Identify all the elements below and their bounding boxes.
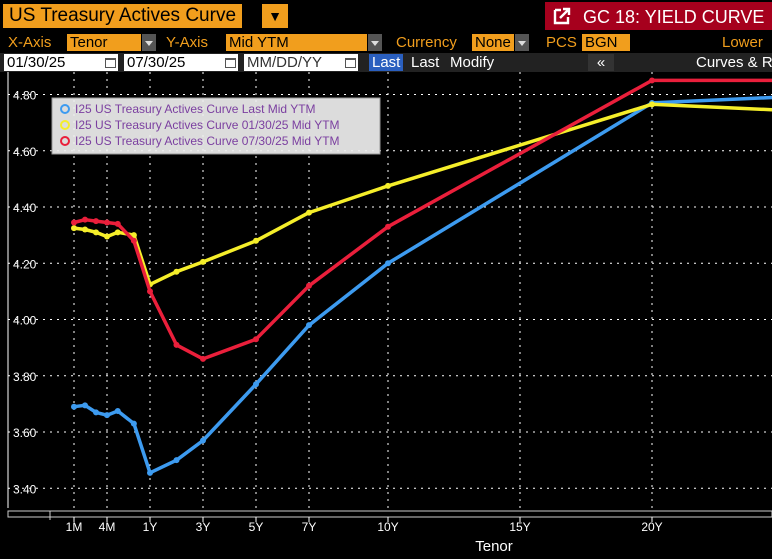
modify-button[interactable]: Modify [450,54,495,71]
data-point-blue[interactable] [104,412,110,419]
y-tick-label: 3.80 [13,370,37,384]
last-button-active[interactable]: Last [369,54,404,71]
x-tick-label: 1Y [143,520,158,534]
end-date-field[interactable]: 07/30/25 [124,54,222,71]
data-point-red[interactable] [71,219,77,226]
data-point-blue[interactable] [253,381,259,388]
legend-marker-yellow [60,120,70,130]
x-axis: 1M 4M 1Y 3Y 5Y 7Y 10Y 15Y 20Y Tenor [7,510,772,555]
function-label: GC 18: YIELD CURVE [583,7,765,27]
date-row: 01/30/25 07/30/25 MM/DD/YY Last Last Mod… [0,53,772,72]
currency-select[interactable]: None [472,34,514,51]
x-tick-label: 4M [99,520,116,534]
data-point-yellow[interactable] [385,182,391,189]
y-tick-label: 4.40 [13,201,37,215]
chart-title: US Treasury Actives Curve [3,4,243,28]
x-tick-label: 3Y [196,520,211,534]
start-date-field[interactable]: 01/30/25 [4,54,102,71]
y-tick-label: 3.60 [13,426,37,440]
data-point-blue[interactable] [385,260,391,267]
data-point-red[interactable] [104,219,110,226]
x-tick-label: 5Y [249,520,264,534]
data-point-red[interactable] [82,216,89,223]
data-point-blue[interactable] [130,420,137,427]
last-button[interactable]: Last [411,54,440,71]
external-link-icon[interactable] [553,7,571,25]
title-menu-button[interactable]: ▼ [262,4,288,28]
data-point-yellow[interactable] [82,226,89,233]
x-tick-label: 10Y [377,520,398,534]
currency-label: Currency [396,34,457,51]
pcs-field[interactable]: BGN [582,34,630,51]
data-point-blue[interactable] [114,407,121,414]
data-point-red[interactable] [130,237,137,244]
y-tick-label: 4.20 [13,257,37,271]
data-point-yellow[interactable] [200,258,206,265]
data-point-blue[interactable] [173,457,180,464]
data-point-yellow[interactable] [93,229,100,236]
pcs-label: PCS [546,34,577,51]
data-point-yellow[interactable] [130,232,137,239]
data-point-red[interactable] [253,336,259,343]
legend-entry: I25 US Treasury Actives Curve 07/30/25 M… [75,134,340,148]
y-axis: 4.80 4.60 4.40 4.20 4.00 3.80 3.60 3.40 [7,72,37,508]
curves-menu[interactable]: Curves & R [696,54,772,71]
x-tick-label: 1M [66,520,83,534]
data-point-red[interactable] [649,77,655,84]
legend-marker-blue [60,104,70,114]
data-point-blue[interactable] [82,402,89,409]
data-point-yellow[interactable] [649,101,655,108]
data-point-red[interactable] [173,341,180,348]
x-tick-label: 7Y [302,520,317,534]
settings-row: X-Axis Tenor Y-Axis Mid YTM Currency Non… [0,32,772,52]
data-point-yellow[interactable] [71,225,77,232]
x-tick-label: 15Y [509,520,530,534]
calendar-icon[interactable] [222,54,238,71]
data-point-yellow[interactable] [104,233,110,240]
chevron-down-icon[interactable] [142,34,156,51]
x-axis-scrollbar[interactable] [7,510,772,518]
data-point-yellow[interactable] [253,237,259,244]
y-tick-label: 4.60 [13,145,37,159]
lower-label: Lower [722,34,763,51]
data-point-yellow[interactable] [114,229,121,236]
chevron-down-icon[interactable] [368,34,382,51]
x-tick-label: 20Y [641,520,662,534]
calendar-icon[interactable] [342,54,358,71]
data-point-blue[interactable] [200,437,206,444]
compare-date-field[interactable]: MM/DD/YY [244,54,342,71]
yaxis-select[interactable]: Mid YTM [226,34,367,51]
data-point-yellow[interactable] [306,209,312,216]
legend-entry: I25 US Treasury Actives Curve Last Mid Y… [75,102,316,116]
data-point-red[interactable] [147,288,153,295]
calendar-icon[interactable] [102,54,118,71]
function-header: GC 18: YIELD CURVE [545,2,772,30]
data-point-red[interactable] [306,282,312,289]
collapse-button[interactable]: « [588,54,614,71]
data-point-blue[interactable] [93,409,100,416]
legend-entry: I25 US Treasury Actives Curve 01/30/25 M… [75,118,340,132]
legend: I25 US Treasury Actives Curve Last Mid Y… [51,97,381,155]
yield-curve-chart[interactable]: 4.80 4.60 4.40 4.20 4.00 3.80 3.60 3.40 1M 4M 1Y 3… [0,72,772,559]
data-point-red[interactable] [200,355,206,362]
xaxis-label: X-Axis [8,34,52,51]
data-point-yellow[interactable] [173,268,180,275]
y-tick-label: 3.40 [13,482,37,496]
data-point-blue[interactable] [306,322,312,329]
y-tick-label: 4.00 [13,314,37,328]
chevron-down-icon[interactable] [515,34,529,51]
xaxis-select[interactable]: Tenor [67,34,141,51]
data-point-blue[interactable] [71,403,77,410]
title-bar: US Treasury Actives Curve ▼ GC 18: YIELD… [0,0,772,30]
series-layer [71,77,772,476]
legend-marker-red [60,136,70,146]
data-point-red[interactable] [385,223,391,230]
yaxis-label: Y-Axis [166,34,208,51]
data-point-blue[interactable] [147,469,153,476]
data-point-red[interactable] [93,218,100,225]
data-point-red[interactable] [114,220,121,227]
x-axis-title: Tenor [475,538,513,555]
y-tick-label: 4.80 [13,89,37,103]
legend-box [51,97,381,155]
